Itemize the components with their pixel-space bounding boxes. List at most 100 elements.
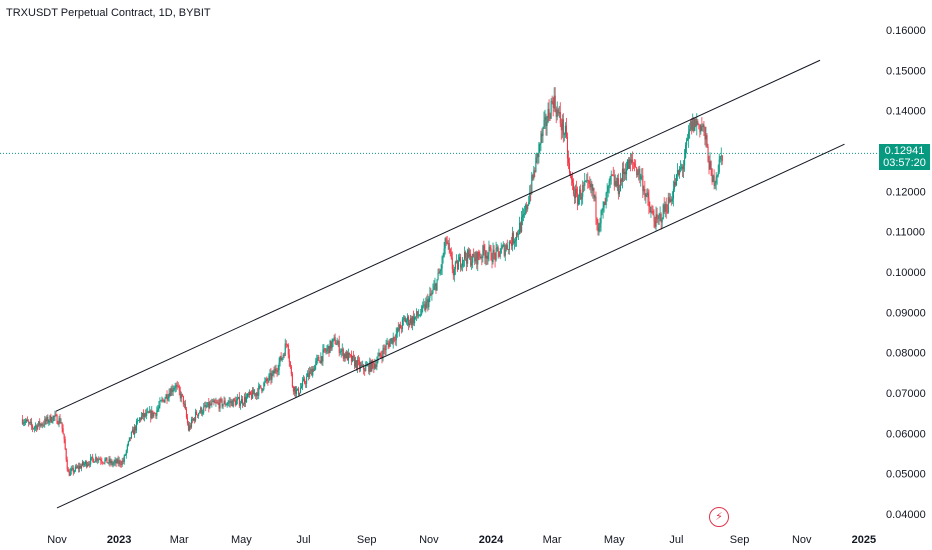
candle-body bbox=[324, 348, 326, 351]
candle-body bbox=[108, 459, 110, 463]
candle-body bbox=[682, 166, 684, 170]
candle-body bbox=[152, 410, 154, 417]
candle-body bbox=[691, 120, 693, 131]
candle-body bbox=[182, 395, 184, 404]
candle-body bbox=[210, 403, 212, 405]
candle-body bbox=[103, 462, 105, 464]
candle-body bbox=[424, 304, 426, 311]
candle-body bbox=[542, 127, 544, 137]
candle-body bbox=[274, 368, 276, 374]
y-tick-label: 0.06000 bbox=[886, 428, 926, 440]
candle-body bbox=[436, 279, 438, 291]
candle-body bbox=[606, 191, 608, 193]
candle-body bbox=[582, 184, 584, 197]
candle-body bbox=[388, 343, 390, 347]
candle-body bbox=[718, 159, 720, 173]
candle-body bbox=[52, 416, 54, 422]
candle-body bbox=[608, 181, 610, 187]
x-tick-label: Mar bbox=[170, 534, 189, 546]
candle-body bbox=[144, 413, 146, 418]
candle-body bbox=[353, 357, 356, 367]
chart-title: TRXUSDT Perpetual Contract, 1D, BYBIT bbox=[6, 7, 211, 19]
y-tick-label: 0.12000 bbox=[886, 186, 926, 198]
candle-body bbox=[537, 153, 539, 158]
candle-body bbox=[203, 406, 205, 413]
candle-body bbox=[28, 422, 31, 423]
candle-body bbox=[566, 137, 569, 159]
candle-body bbox=[350, 354, 353, 362]
candle-body bbox=[258, 385, 260, 396]
candle-body bbox=[534, 170, 536, 173]
candle-body bbox=[604, 201, 606, 205]
candle-body bbox=[529, 192, 531, 203]
candle-body bbox=[295, 389, 298, 394]
candle-body bbox=[109, 459, 111, 464]
candle-body bbox=[482, 245, 484, 258]
candle-body bbox=[628, 159, 630, 169]
candle-body bbox=[211, 402, 213, 405]
candle-body bbox=[646, 192, 648, 195]
price-axis[interactable]: 0.160000.150000.140000.130000.120000.110… bbox=[886, 25, 926, 521]
candle-body bbox=[603, 201, 605, 208]
candle-body bbox=[532, 174, 534, 179]
candle-body bbox=[531, 174, 533, 194]
candle-body bbox=[567, 158, 570, 164]
candle-body bbox=[160, 400, 162, 402]
candle-body bbox=[451, 257, 453, 270]
candle-body bbox=[237, 397, 239, 399]
candle-body bbox=[60, 422, 62, 424]
candle-body bbox=[252, 389, 254, 399]
candle-body bbox=[361, 364, 363, 366]
candle-body bbox=[655, 214, 657, 227]
candle-body bbox=[683, 165, 685, 170]
candle-body bbox=[553, 95, 555, 108]
candle-body bbox=[245, 397, 248, 403]
candle-body bbox=[686, 140, 688, 145]
candle-body bbox=[148, 411, 150, 413]
candle-body bbox=[222, 404, 224, 407]
candle-body bbox=[671, 198, 673, 202]
time-axis[interactable]: Nov 2023 Mar May Jul Sep Nov 2024 Mar May Jul Sep No… bbox=[47, 534, 876, 546]
candle-body bbox=[223, 400, 225, 405]
candle-body bbox=[196, 411, 198, 415]
candle-body bbox=[407, 316, 410, 326]
candle-body bbox=[700, 126, 702, 132]
candle-body bbox=[595, 196, 597, 218]
candle-body bbox=[31, 421, 33, 426]
candle-body bbox=[524, 212, 526, 215]
candle-body bbox=[495, 247, 497, 261]
candle-body bbox=[598, 227, 600, 232]
candle-body bbox=[197, 414, 199, 416]
candle-body bbox=[533, 170, 535, 179]
candle-body bbox=[43, 424, 45, 426]
candle-body bbox=[619, 179, 621, 191]
candle-body bbox=[267, 380, 269, 382]
candle-body bbox=[422, 305, 424, 307]
candle-body bbox=[153, 412, 155, 417]
candle-body bbox=[343, 353, 345, 359]
candle-body bbox=[591, 183, 593, 191]
candle-body bbox=[30, 421, 32, 423]
candle-body bbox=[662, 204, 664, 220]
candle-body bbox=[69, 471, 71, 476]
candle-body bbox=[512, 232, 515, 244]
candle-body bbox=[670, 199, 672, 202]
candle-body bbox=[609, 176, 611, 182]
candle-body bbox=[94, 461, 96, 463]
candle-body bbox=[408, 323, 411, 326]
candle-body bbox=[484, 250, 486, 259]
candle-body bbox=[642, 175, 644, 192]
candle-body bbox=[703, 124, 705, 128]
candle-body bbox=[254, 393, 256, 395]
candle-body bbox=[500, 248, 502, 254]
tradingview-lightning-icon[interactable]: ⚡ bbox=[709, 507, 729, 527]
candle-body bbox=[259, 385, 261, 387]
candle-body bbox=[654, 221, 656, 227]
candle-body bbox=[605, 192, 607, 205]
candle-body bbox=[636, 167, 638, 176]
candle-body bbox=[201, 407, 203, 414]
candle-body bbox=[199, 412, 201, 414]
candle-body bbox=[455, 260, 457, 263]
candle-body bbox=[653, 215, 655, 222]
